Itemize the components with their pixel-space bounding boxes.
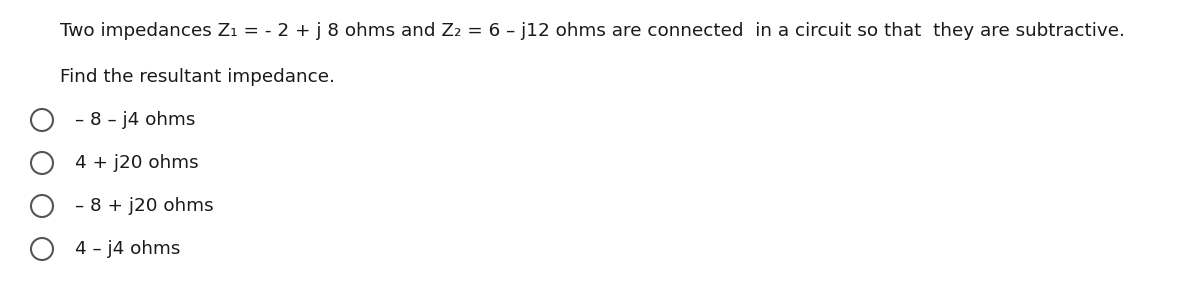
Text: – 8 + j20 ohms: – 8 + j20 ohms — [74, 197, 214, 215]
Text: Two impedances Z₁ = - 2 + j 8 ohms and Z₂ = 6 – j12 ohms are connected  in a cir: Two impedances Z₁ = - 2 + j 8 ohms and Z… — [60, 22, 1124, 40]
Text: 4 + j20 ohms: 4 + j20 ohms — [74, 154, 199, 172]
Text: Find the resultant impedance.: Find the resultant impedance. — [60, 68, 335, 86]
Text: – 8 – j4 ohms: – 8 – j4 ohms — [74, 111, 196, 129]
Text: 4 – j4 ohms: 4 – j4 ohms — [74, 240, 180, 258]
